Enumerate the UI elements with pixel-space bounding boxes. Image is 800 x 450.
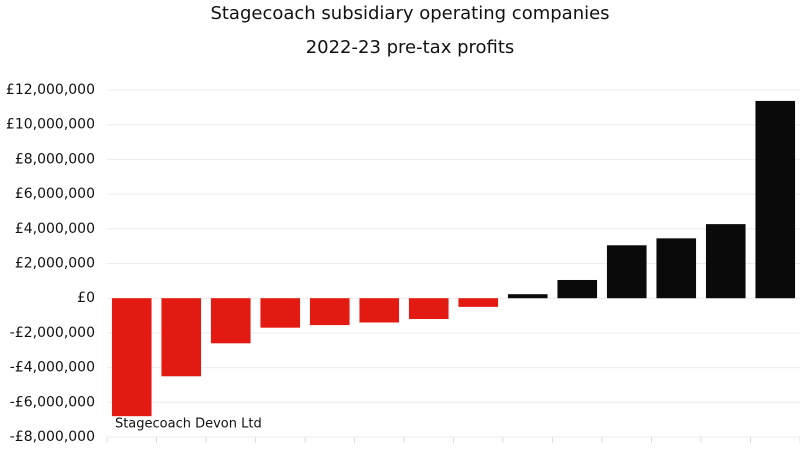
bar [210, 298, 251, 344]
y-tick-label: £6,000,000 [15, 186, 95, 202]
bar [458, 298, 499, 307]
chart-title: Stagecoach subsidiary operating companie… [210, 3, 609, 24]
bar [656, 238, 697, 299]
y-tick-label: -£8,000,000 [10, 429, 95, 445]
chart-subtitle: 2022-23 pre-tax profits [306, 37, 515, 58]
bar [507, 294, 548, 299]
bar [408, 298, 449, 320]
bar [309, 298, 350, 326]
bar [111, 298, 152, 417]
y-tick-label: £8,000,000 [15, 151, 95, 167]
bar [260, 298, 301, 328]
bar [606, 245, 647, 299]
y-tick-label: £12,000,000 [6, 82, 95, 98]
y-tick-label: -£4,000,000 [10, 360, 95, 376]
y-tick-label: £4,000,000 [15, 221, 95, 237]
y-tick-label: £10,000,000 [6, 117, 95, 133]
bar [755, 100, 796, 299]
category-label: Stagecoach Devon Ltd [115, 417, 262, 432]
bar [557, 279, 598, 299]
y-tick-label: -£6,000,000 [10, 394, 95, 410]
bar [359, 298, 400, 323]
bar [161, 298, 202, 377]
y-tick-label: £2,000,000 [15, 256, 95, 272]
y-tick-label: £0 [77, 290, 95, 306]
y-tick-label: -£2,000,000 [10, 325, 95, 341]
bar [705, 224, 746, 299]
